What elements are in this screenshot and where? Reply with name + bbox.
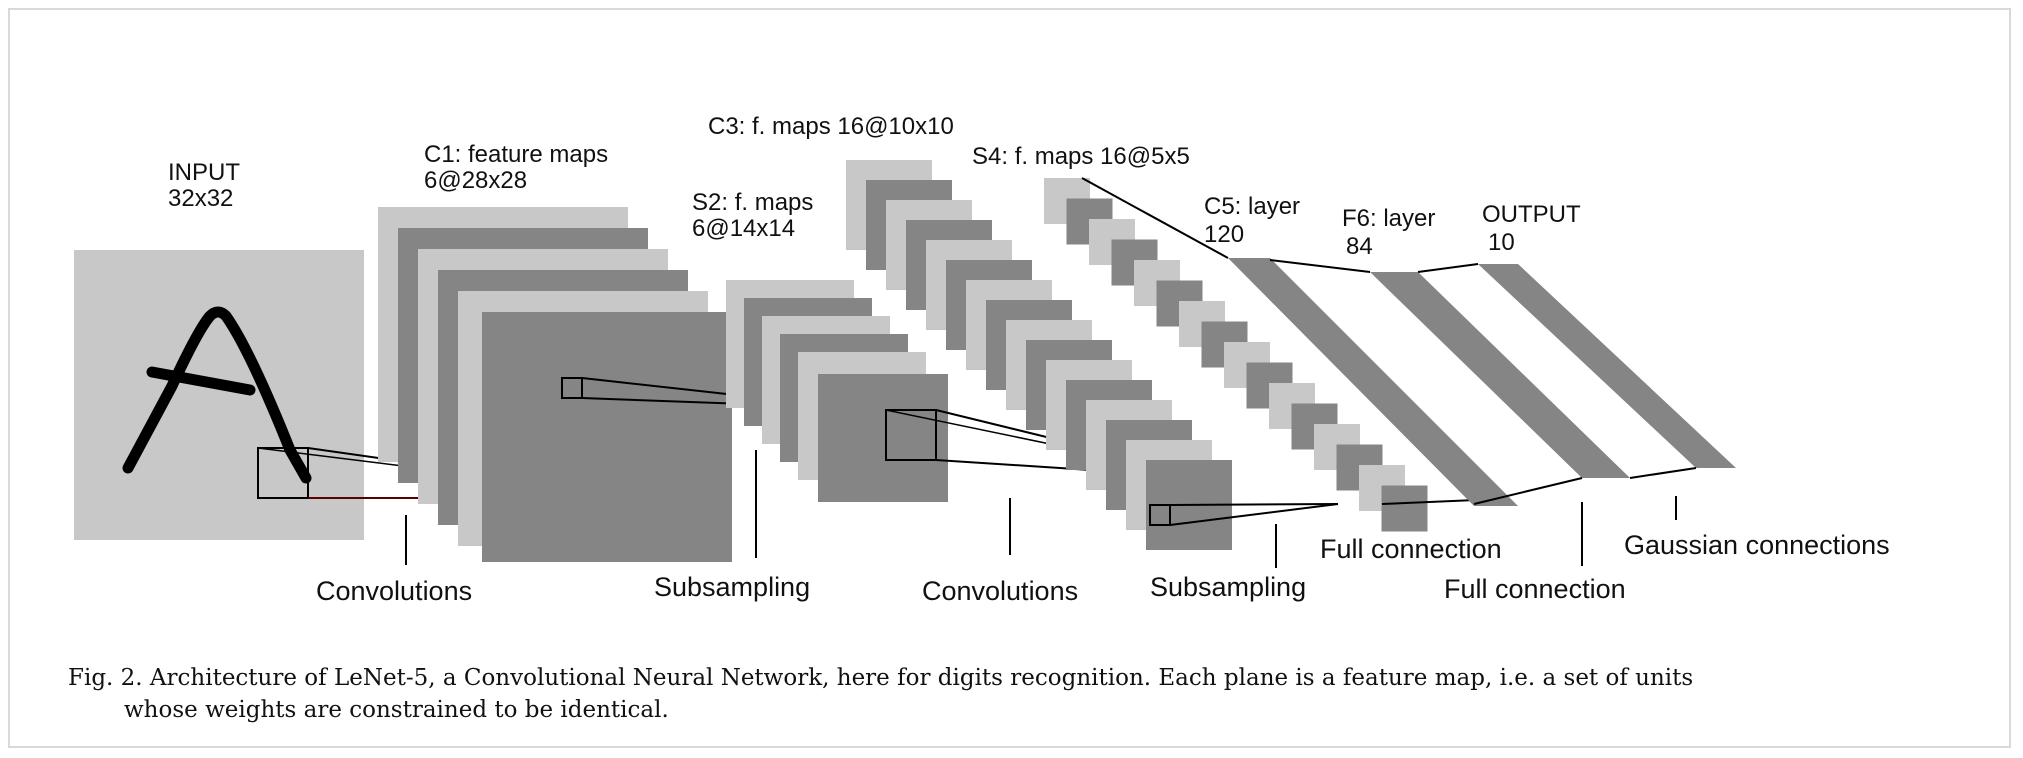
c1-label: C1: feature maps bbox=[424, 141, 608, 168]
c1-receptive-field bbox=[561, 377, 583, 399]
full-link-1 bbox=[1473, 477, 1583, 505]
sub-link-c3 bbox=[1169, 503, 1339, 506]
input-receptive-field bbox=[257, 447, 309, 499]
input-size-label: 32x32 bbox=[168, 185, 233, 212]
op-full-connection-1: Full connection bbox=[1320, 534, 1502, 564]
op-subsampling-1: Subsampling bbox=[654, 572, 810, 602]
digit-a-crossbar bbox=[146, 366, 256, 396]
conv-link-s4 bbox=[1081, 177, 1229, 259]
s2-label: S2: f. maps bbox=[692, 189, 813, 216]
c1-map bbox=[482, 312, 732, 562]
op-full-connection-2: Full connection bbox=[1444, 574, 1626, 604]
input-label: INPUT bbox=[168, 159, 240, 186]
c3-label: C3: f. maps 16@10x10 bbox=[708, 113, 954, 140]
full-link-1 bbox=[1269, 259, 1371, 273]
s2-receptive-field bbox=[885, 409, 937, 461]
s4-map bbox=[1381, 485, 1428, 532]
s4-stack bbox=[1044, 178, 1428, 532]
lenet5-diagram: INPUT 32x32 C1: feature maps 6@28x28 S2:… bbox=[74, 113, 1890, 606]
c5-layer bbox=[1228, 258, 1518, 506]
figure-caption: Fig. 2. Architecture of LeNet-5, a Convo… bbox=[68, 662, 1968, 726]
sub-link-c3 bbox=[1169, 503, 1339, 526]
caption-line-1: Fig. 2. Architecture of LeNet-5, a Convo… bbox=[68, 665, 1694, 691]
output-layer bbox=[1478, 264, 1736, 468]
conv-link-s4 bbox=[1381, 499, 1477, 505]
op-convolutions-2: Convolutions bbox=[922, 576, 1078, 606]
figure-frame: INPUT 32x32 C1: feature maps 6@28x28 S2:… bbox=[8, 8, 2011, 748]
input-plane bbox=[74, 250, 364, 540]
c3-stack bbox=[846, 160, 1232, 550]
op-convolutions-1: Convolutions bbox=[316, 576, 472, 606]
c3-receptive-field bbox=[1149, 504, 1171, 526]
f6-label: F6: layer bbox=[1342, 205, 1435, 232]
c1-size-label: 6@28x28 bbox=[424, 167, 527, 194]
op-gaussian-connections: Gaussian connections bbox=[1624, 530, 1890, 560]
gauss-link bbox=[1629, 467, 1697, 479]
output-size-label: 10 bbox=[1488, 229, 1515, 256]
digit-a-stroke bbox=[122, 306, 312, 484]
c5-size-label: 120 bbox=[1204, 221, 1244, 248]
c5-label: C5: layer bbox=[1204, 193, 1300, 220]
output-label: OUTPUT bbox=[1482, 201, 1581, 228]
f6-layer bbox=[1370, 272, 1630, 478]
f6-size-label: 84 bbox=[1346, 233, 1373, 260]
gauss-link bbox=[1417, 263, 1479, 273]
op-subsampling-2: Subsampling bbox=[1150, 572, 1306, 602]
s2-size-label: 6@14x14 bbox=[692, 215, 795, 242]
s2-map bbox=[818, 374, 948, 502]
caption-line-2: whose weights are constrained to be iden… bbox=[124, 697, 669, 723]
s4-label: S4: f. maps 16@5x5 bbox=[972, 143, 1190, 170]
